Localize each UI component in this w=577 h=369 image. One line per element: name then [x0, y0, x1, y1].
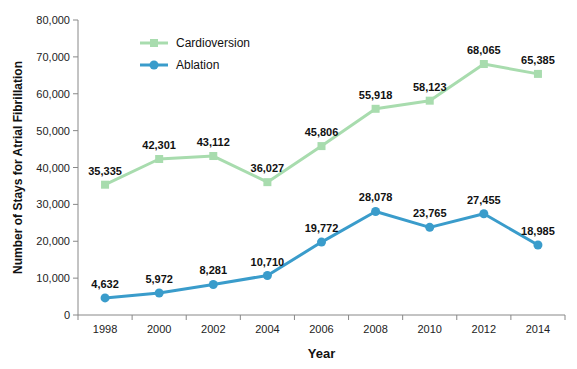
data-point	[155, 155, 163, 163]
data-label: 28,078	[359, 191, 393, 203]
y-axis	[78, 20, 79, 315]
x-tick	[348, 315, 349, 320]
y-tick-label: 50,000	[36, 125, 70, 137]
data-label: 18,985	[521, 225, 555, 237]
y-tick	[73, 278, 78, 279]
x-tick	[132, 315, 133, 320]
y-tick	[73, 315, 78, 316]
x-tick-label: 2010	[417, 323, 441, 335]
data-label: 5,972	[145, 273, 173, 285]
legend-label: Ablation	[176, 58, 219, 72]
data-labels: 35,335 42,301 43,112 36,027 45,806 55,918 58,1…	[88, 44, 555, 290]
x-tick	[78, 315, 79, 320]
data-label: 55,918	[359, 89, 393, 101]
data-point	[318, 142, 326, 150]
legend: Cardioversion Ablation	[140, 36, 250, 72]
y-tick	[73, 20, 78, 21]
legend-marker	[150, 61, 159, 70]
legend-marker	[150, 39, 158, 47]
data-point	[425, 223, 434, 232]
data-label: 4,632	[91, 278, 119, 290]
data-point	[263, 178, 271, 186]
data-label: 36,027	[251, 162, 285, 174]
y-tick	[73, 167, 78, 168]
y-tick-label: 0	[64, 309, 70, 321]
y-tick-label: 40,000	[36, 162, 70, 174]
data-point	[155, 288, 164, 297]
legend-label: Cardioversion	[176, 36, 250, 50]
x-axis-title: Year	[308, 346, 335, 361]
data-label: 68,065	[467, 44, 501, 56]
series-line	[105, 211, 538, 297]
x-tick-label: 2004	[255, 323, 279, 335]
x-tick-label: 2000	[147, 323, 171, 335]
x-tick	[186, 315, 187, 320]
y-tick	[73, 93, 78, 94]
data-point	[371, 207, 380, 216]
data-point	[263, 271, 272, 280]
data-label: 65,385	[521, 54, 555, 66]
x-tick-label: 2008	[363, 323, 387, 335]
x-tick-label: 2006	[309, 323, 333, 335]
y-tick-label: 80,000	[36, 14, 70, 26]
x-axis	[78, 315, 565, 316]
data-point	[209, 280, 218, 289]
data-point	[479, 209, 488, 218]
data-point	[101, 181, 109, 189]
series-line	[105, 64, 538, 185]
y-tick-label: 10,000	[36, 272, 70, 284]
data-point	[534, 70, 542, 78]
x-tick-label: 2002	[201, 323, 225, 335]
x-tick	[294, 315, 295, 320]
x-tick	[565, 315, 566, 320]
data-label: 8,281	[200, 264, 228, 276]
y-tick	[73, 204, 78, 205]
y-tick	[73, 56, 78, 57]
plot-marks	[101, 60, 543, 302]
data-label: 58,123	[413, 81, 447, 93]
data-label: 23,765	[413, 207, 447, 219]
y-axis-title: Number of Stays for Atrial Fibrillation	[11, 61, 25, 274]
data-point	[372, 105, 380, 113]
data-label: 43,112	[197, 136, 230, 148]
data-point	[533, 240, 542, 249]
y-tick	[73, 130, 78, 131]
data-label: 35,335	[88, 165, 122, 177]
data-label: 10,710	[251, 256, 285, 268]
data-label: 42,301	[142, 139, 176, 151]
y-tick-label: 20,000	[36, 235, 70, 247]
chart: 0 10,000 20,000 30,000 40,000 50,000 60,000 70,…	[0, 0, 577, 369]
data-point	[317, 238, 326, 247]
data-point	[101, 293, 110, 302]
x-tick	[402, 315, 403, 320]
data-label: 19,772	[305, 222, 339, 234]
data-point	[480, 60, 488, 68]
x-tick	[240, 315, 241, 320]
y-tick-label: 70,000	[36, 51, 70, 63]
x-tick-label: 2014	[526, 323, 550, 335]
data-label: 27,455	[467, 194, 501, 206]
data-point	[426, 97, 434, 105]
y-tick-label: 60,000	[36, 88, 70, 100]
y-tick-label: 30,000	[36, 198, 70, 210]
x-tick	[456, 315, 457, 320]
x-tick-label: 2012	[472, 323, 496, 335]
data-point	[209, 152, 217, 160]
x-tick	[510, 315, 511, 320]
data-label: 45,806	[305, 126, 339, 138]
y-tick	[73, 241, 78, 242]
x-tick-label: 1998	[93, 323, 117, 335]
